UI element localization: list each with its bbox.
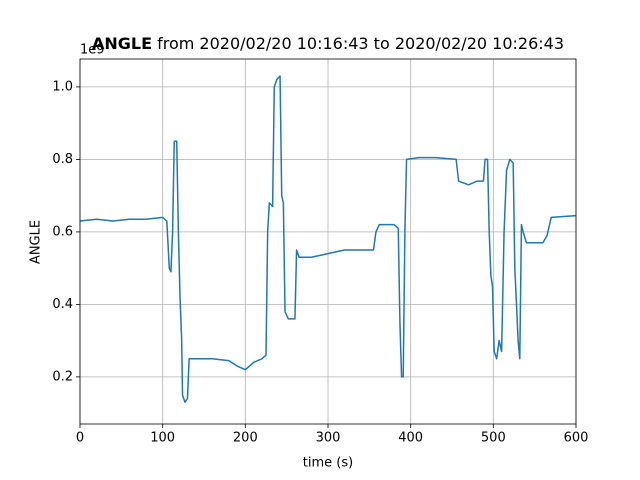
x-tick-label: 600: [564, 431, 589, 446]
title-bold: ANGLE: [92, 34, 152, 53]
y-offset-label: 1e9: [80, 43, 105, 58]
line: [79, 75, 577, 404]
y-tick-label: 0.2: [52, 369, 73, 384]
x-tick-label: 400: [398, 431, 423, 446]
title-rest: from 2020/02/20 10:16:43 to 2020/02/20 1…: [157, 34, 564, 53]
x-tick-label: 300: [316, 431, 341, 446]
chart-title: ANGLE from 2020/02/20 10:16:43 to 2020/0…: [92, 34, 564, 53]
x-tick-label: 200: [233, 431, 258, 446]
plot-frame: [79, 58, 577, 425]
y-axis-label: ANGLE: [29, 220, 44, 264]
x-axis-label: time (s): [303, 456, 353, 471]
x-tick-label: 0: [76, 431, 84, 446]
y-tick-label: 0.4: [52, 297, 73, 312]
y-tick-label: 0.8: [52, 152, 73, 167]
x-tick-label: 100: [150, 431, 175, 446]
x-tick-label: 500: [481, 431, 506, 446]
y-tick-label: 0.6: [52, 224, 73, 239]
y-tick-label: 1.0: [52, 79, 73, 94]
